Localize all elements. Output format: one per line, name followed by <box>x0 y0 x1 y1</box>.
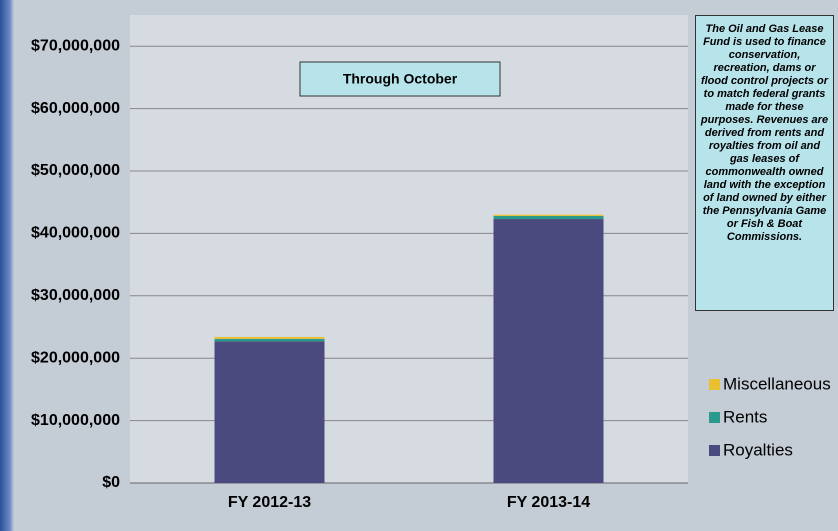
y-tick-label: $30,000,000 <box>31 287 120 304</box>
legend-swatch <box>709 445 720 456</box>
y-tick-label: $0 <box>102 474 120 491</box>
bar-segment <box>493 219 604 483</box>
y-tick-label: $50,000,000 <box>31 162 120 179</box>
subtitle: Through October <box>343 71 458 87</box>
bar-segment <box>214 336 325 339</box>
annotation: The Oil and Gas Lease Fund is used to fi… <box>695 15 834 311</box>
bar-segment <box>493 214 604 216</box>
bar-segment <box>493 215 604 220</box>
legend-swatch <box>709 412 720 423</box>
legend-swatch <box>709 379 720 390</box>
legend-label: Miscellaneous <box>723 374 831 393</box>
y-tick-label: $60,000,000 <box>31 100 120 117</box>
y-tick-label: $10,000,000 <box>31 412 120 429</box>
bar-segment <box>214 341 325 483</box>
legend-label: Rents <box>723 407 767 426</box>
y-tick-label: $70,000,000 <box>31 37 120 54</box>
x-tick-label: FY 2012-13 <box>228 494 311 511</box>
bar-segment <box>214 338 325 342</box>
y-tick-label: $40,000,000 <box>31 225 120 242</box>
x-tick-label: FY 2013-14 <box>507 494 590 511</box>
legend-label: Royalties <box>723 440 793 459</box>
subtitle-box <box>299 61 501 97</box>
y-tick-label: $20,000,000 <box>31 349 120 366</box>
